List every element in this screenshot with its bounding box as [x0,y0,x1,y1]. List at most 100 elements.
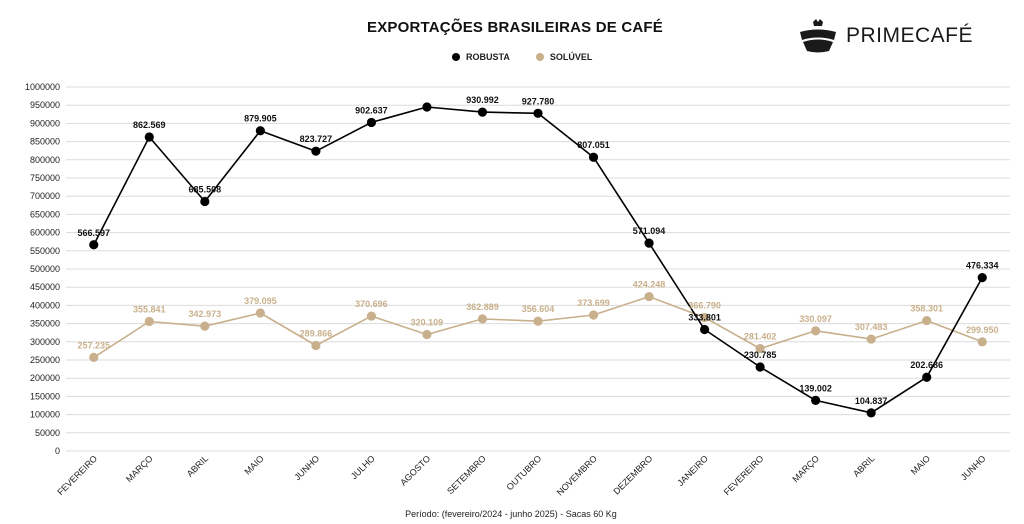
data-label-soluvel: 366.790 [688,300,721,310]
data-point-soluvel [200,321,210,331]
series-line-robusta [93,106,983,414]
data-label-robusta: 927.780 [522,96,555,106]
data-point-robusta [89,240,99,250]
data-point-soluvel [533,316,543,326]
x-tick-label: FEVEREIRO [55,453,99,497]
y-tick-label: 900000 [30,118,60,128]
data-point-soluvel [699,312,710,323]
data-label-robusta: 202.686 [910,360,943,370]
data-label-soluvel: 355.841 [133,304,166,314]
x-tick-label: MARÇO [124,453,155,484]
data-label-soluvel: 342.973 [189,309,222,319]
data-label-soluvel: 257.235 [77,340,110,350]
legend-marker-robusta [452,53,460,61]
x-tick-label: JULHO [349,453,377,481]
chart-title: EXPORTAÇÕES BRASILEIRAS DE CAFÉ [367,19,663,36]
y-tick-label: 800000 [30,155,60,165]
data-point-robusta [422,102,432,112]
y-tick-label: 250000 [30,355,60,365]
brand-logo: PRIMECAFÉ [798,16,973,56]
data-point-soluvel [422,329,432,340]
y-tick-label: 500000 [30,264,60,274]
gridlines [66,86,1010,452]
y-tick-label: 400000 [30,300,60,310]
data-label-soluvel: 362.889 [466,302,499,312]
data-label-robusta: 862.569 [133,120,166,130]
data-labels: 566.597 862.569 685.508 879.905 823.727 902.6… [77,95,998,406]
legend-label-robusta: ROBUSTA [466,52,510,62]
x-tick-label: OUTUBRO [505,453,544,492]
y-tick-label: 750000 [30,173,60,183]
x-tick-label: JUNHO [959,453,988,482]
data-label-soluvel: 370.696 [355,299,388,309]
data-label-robusta: 902.637 [355,105,388,115]
y-tick-label: 700000 [30,191,60,201]
x-tick-label: ABRIL [851,453,876,478]
y-tick-label: 950000 [30,100,60,110]
data-point-robusta [866,408,876,418]
data-point-robusta [644,238,654,248]
data-point-soluvel [922,315,932,326]
data-point-robusta [533,108,543,118]
data-point-soluvel [89,352,99,362]
x-tick-label: MARÇO [790,453,821,484]
data-label-soluvel: 373.699 [577,298,610,308]
data-point-robusta [144,132,154,142]
data-label-soluvel: 320.109 [411,317,444,327]
y-axis: 0 50000 100000 150000 200000 250000 300000 3500… [25,82,60,456]
data-point-robusta [311,146,321,156]
y-tick-label: 50000 [35,428,60,438]
y-tick-label: 550000 [30,246,60,256]
data-label-robusta: 685.508 [189,184,222,194]
data-point-soluvel [366,311,377,321]
legend-marker-soluvel [535,53,544,61]
data-point-robusta [699,324,710,335]
data-point-soluvel [866,334,876,344]
data-point-soluvel [477,314,488,324]
y-tick-label: 1000000 [25,82,60,92]
data-point-soluvel [144,316,154,327]
data-label-robusta: 566.597 [77,228,110,238]
footnote: Período: (fevereiro/2024 - junho 2025) -… [405,509,617,519]
y-tick-label: 200000 [30,373,60,383]
brand-name: PRIMECAFÉ [846,24,974,47]
x-tick-label: AGOSTO [398,453,432,487]
y-tick-label: 850000 [30,137,60,147]
data-point-robusta [811,395,821,406]
legend-item-soluvel: SOLÚVEL [535,52,592,62]
legend: ROBUSTA SOLÚVEL [452,52,618,62]
data-point-robusta [755,362,765,372]
data-label-robusta: 476.334 [966,261,999,271]
data-point-soluvel [755,343,765,354]
y-tick-label: 350000 [30,319,60,329]
data-label-soluvel: 356.604 [522,304,555,314]
y-tick-label: 450000 [30,282,60,292]
data-label-robusta: 333.801 [688,312,721,322]
data-point-soluvel [588,310,599,320]
data-label-robusta: 930.992 [466,95,499,105]
data-label-robusta: 823.727 [300,134,333,144]
data-point-soluvel [311,340,321,351]
data-point-robusta [977,273,987,283]
data-label-soluvel: 424.248 [633,280,666,290]
data-label-robusta: 807.051 [577,140,610,150]
data-label-robusta: 139.002 [799,383,832,393]
y-tick-label: 0 [55,446,60,456]
data-point-soluvel [811,326,821,336]
data-point-robusta [255,126,265,136]
x-tick-label: JUNHO [292,453,321,482]
data-point-soluvel [644,291,654,302]
y-tick-label: 650000 [30,209,60,219]
data-point-robusta [200,196,210,207]
data-label-robusta: 879.905 [244,114,277,124]
data-label-robusta: 230.785 [744,350,777,360]
x-tick-label: JANEIRO [675,453,710,488]
y-tick-label: 600000 [30,228,60,238]
x-tick-label: MAIO [242,453,265,476]
data-point-soluvel [977,337,987,347]
data-point-soluvel [255,308,265,318]
x-tick-label: FEVEREIRO [722,453,766,497]
data-point-robusta [366,117,377,128]
y-tick-label: 150000 [30,391,60,401]
